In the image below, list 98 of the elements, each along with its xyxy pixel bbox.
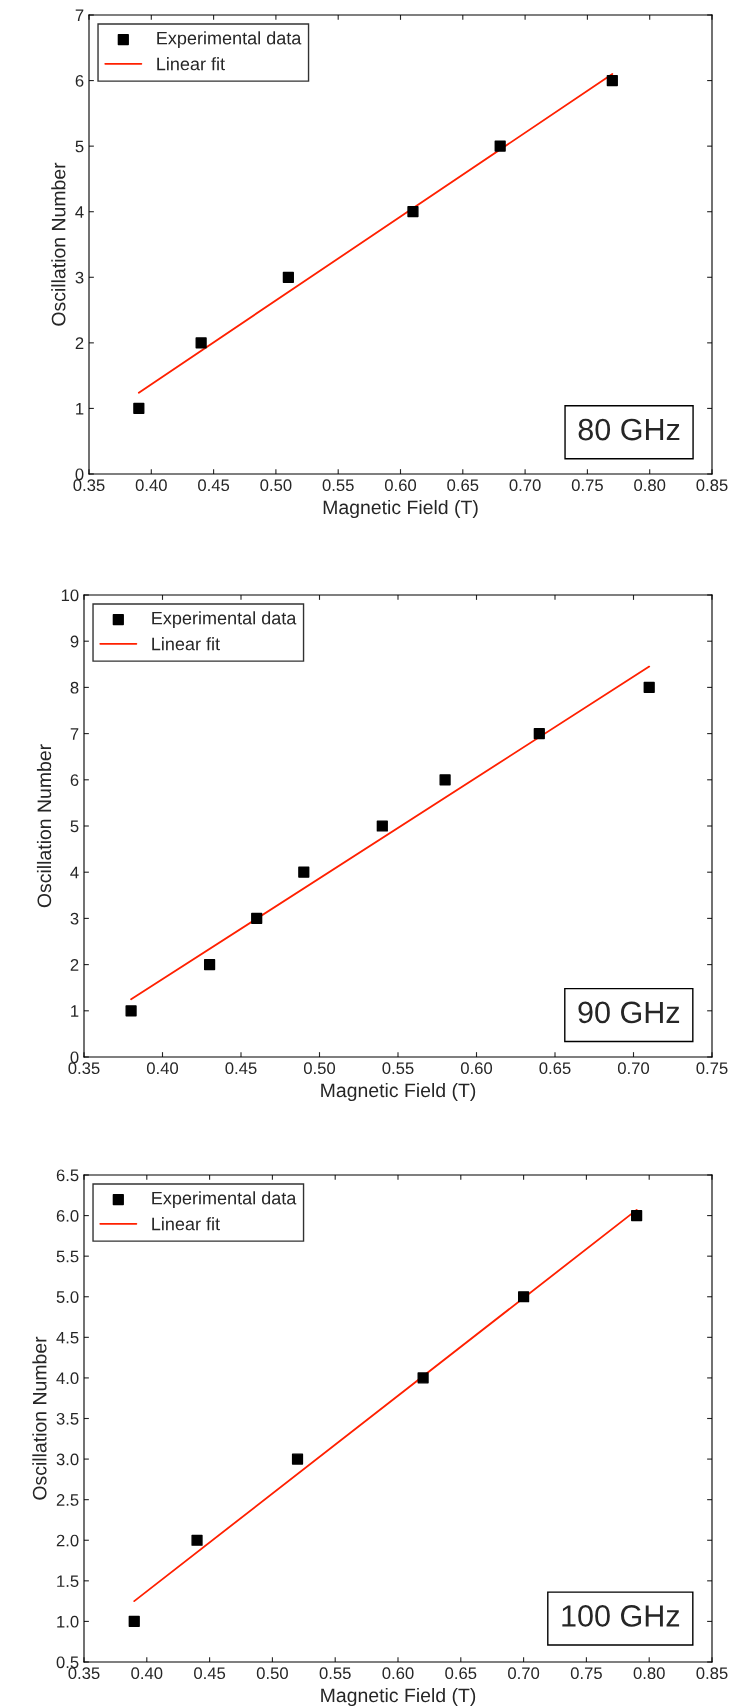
point [203,958,216,971]
y-tick-label: 5 [70,820,79,833]
x-tick-label: 0.65 [447,479,479,492]
y-tick-label: 3 [70,912,79,925]
x-tick-label: 0.65 [539,1062,571,1075]
y-tick-label: 4 [70,866,79,879]
point [291,1453,304,1465]
legend-label: Linear fit [152,1217,220,1231]
x-tick-label: 0.35 [68,1667,100,1680]
point [533,727,545,740]
y-tick-label: 2.5 [56,1494,79,1506]
y-tick-label: 2 [75,337,84,349]
point [494,140,506,152]
y-tick-label: 0.5 [56,1656,79,1669]
point [191,1534,203,1546]
x-tick-label: 0.55 [382,1062,414,1075]
legend-label: Linear fit [152,637,220,651]
x-tick-label: 0.70 [617,1062,650,1075]
y-tick-label: 2 [70,959,79,971]
point [282,271,294,283]
legend-label: Experimental data [152,1191,297,1209]
legend-label: Experimental data [157,31,302,49]
y-tick-label: 3.0 [56,1453,79,1466]
y-tick-label: 7 [75,9,84,22]
y-tick-label: 1 [71,1005,79,1017]
y-axis-title: Oscillation Number [32,1336,47,1500]
y-tick-label: 0 [70,1051,79,1064]
x-tick-label: 0.75 [571,479,603,492]
point [439,774,451,786]
x-tick-label: 0.55 [319,1667,351,1680]
annotation: 90 GHz [578,1001,680,1024]
y-tick-label: 5 [75,140,84,153]
y-tick-label: 10 [61,589,79,602]
x-axis-title: Magnetic Field (T) [321,1687,476,1706]
x-tick-label: 0.35 [68,1062,100,1075]
point [251,912,263,925]
y-tick-label: 3.5 [56,1412,79,1425]
x-tick-label: 0.80 [633,1667,665,1680]
x-tick-label: 0.65 [445,1667,477,1680]
x-axis-title: Magnetic Field (T) [323,499,478,519]
point [128,1615,140,1628]
y-tick-label: 6 [70,774,79,786]
annotation: 80 GHz [578,418,680,441]
x-tick-label: 0.85 [696,479,728,492]
x-tick-label: 0.50 [260,479,292,492]
x-tick-label: 0.60 [460,1062,493,1075]
x-tick-label: 0.70 [508,1667,540,1680]
point [195,337,207,349]
x-tick-label: 0.55 [322,479,354,492]
y-tick-label: 2.0 [56,1534,79,1547]
y-axis-title: Oscillation Number [36,744,52,908]
y-tick-label: 5.0 [56,1291,79,1303]
point [417,1372,429,1384]
y-tick-label: 1.0 [57,1615,79,1628]
point [133,402,145,415]
x-tick-label: 0.80 [634,479,666,492]
y-tick-label: 6.5 [56,1169,79,1182]
x-tick-label: 0.50 [256,1667,288,1680]
y-tick-label: 8 [70,681,79,694]
y-tick-label: 1 [76,403,84,415]
y-tick-label: 6 [75,74,84,87]
x-axis-title: Magnetic Field (T) [321,1082,476,1102]
x-tick-label: 0.45 [194,1667,226,1680]
y-tick-label: 9 [70,635,79,648]
y-tick-label: 1.5 [57,1575,79,1588]
x-tick-label: 0.60 [382,1667,414,1680]
point [298,866,310,878]
point [606,74,618,87]
y-tick-label: 6.0 [56,1209,79,1222]
legend-label: Experimental data [152,611,297,629]
x-tick-label: 0.45 [198,479,230,492]
y-tick-label: 4.0 [56,1372,79,1385]
annotation: 100 GHz [562,1605,680,1627]
y-tick-label: 0 [75,468,84,481]
x-tick-label: 0.45 [225,1062,257,1075]
x-tick-label: 0.50 [303,1062,336,1075]
x-tick-label: 0.75 [570,1667,602,1680]
point [517,1291,530,1303]
x-tick-label: 0.35 [73,479,105,492]
y-tick-label: 5.5 [56,1250,79,1263]
legend-label: Linear fit [157,57,225,71]
y-tick-label: 4 [75,206,84,218]
x-tick-label: 0.40 [131,1667,163,1680]
point [125,1005,137,1017]
y-axis-title: Oscillation Number [51,162,66,326]
x-tick-label: 0.40 [146,1062,179,1075]
x-tick-label: 0.40 [135,479,167,492]
y-tick-label: 7 [70,728,79,740]
y-tick-label: 4.5 [56,1331,79,1344]
point [407,206,419,218]
x-tick-label: 0.75 [696,1062,728,1075]
x-tick-label: 0.85 [696,1667,728,1680]
x-tick-label: 0.70 [509,479,541,492]
y-tick-label: 3 [75,271,84,284]
point [631,1209,643,1222]
point [643,681,655,694]
x-tick-label: 0.60 [384,479,417,492]
point [376,820,388,832]
